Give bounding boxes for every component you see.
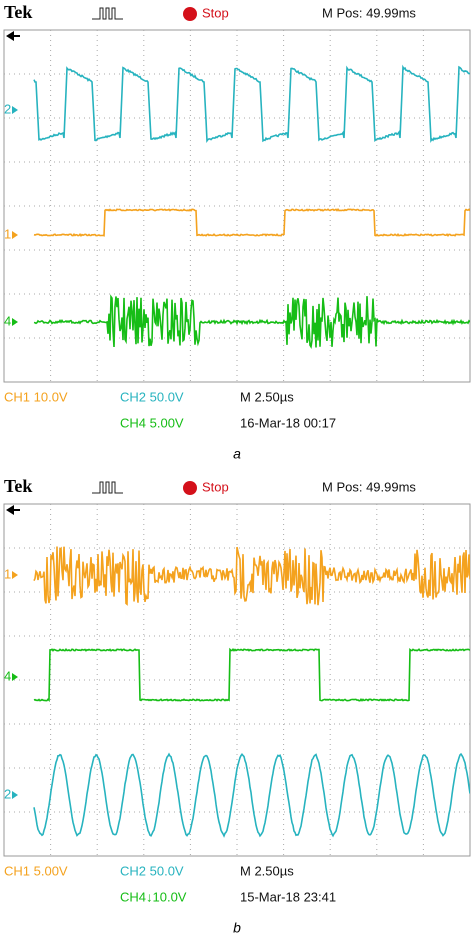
readout-ch4: CH4↓10.0V — [120, 889, 187, 904]
caption: a — [233, 446, 241, 462]
status: Stop — [202, 479, 229, 494]
readout-timebase: M 2.50µs — [240, 863, 294, 878]
readout-timestamp: 16-Mar-18 00:17 — [240, 415, 336, 430]
waveform — [33, 294, 470, 349]
stop-indicator — [183, 7, 197, 21]
channel-marker: 4 — [4, 313, 11, 328]
waveform — [33, 208, 470, 238]
readout-ch1: CH1 5.00V — [4, 863, 68, 878]
position: M Pos: 49.99ms — [322, 479, 416, 494]
waveform — [33, 647, 470, 702]
channel-marker: 2 — [4, 786, 11, 801]
waveform — [33, 752, 470, 838]
caption: b — [233, 920, 241, 936]
brand: Tek — [4, 476, 32, 496]
channel-marker: 2 — [4, 101, 11, 116]
traces — [33, 64, 470, 349]
channel-marker: 4 — [4, 668, 11, 683]
waveform — [33, 64, 470, 144]
marker-arrow — [12, 231, 18, 239]
status: Stop — [202, 5, 229, 20]
brand: Tek — [4, 2, 32, 22]
marker-arrow — [12, 791, 18, 799]
waveform — [33, 546, 470, 606]
channel-marker: 1 — [4, 566, 11, 581]
trigger-arrow — [6, 505, 20, 515]
readout-timestamp: 15-Mar-18 23:41 — [240, 889, 336, 904]
trigger-arrow — [6, 31, 20, 41]
marker-arrow — [12, 106, 18, 114]
position: M Pos: 49.99ms — [322, 5, 416, 20]
stop-indicator — [183, 481, 197, 495]
marker-arrow — [12, 571, 18, 579]
readout-timebase: M 2.50µs — [240, 389, 294, 404]
readout-ch4: CH4 5.00V — [120, 415, 184, 430]
channel-marker: 1 — [4, 226, 11, 241]
trigger-icon — [92, 481, 123, 494]
trigger-icon — [92, 7, 123, 20]
readout-ch1: CH1 10.0V — [4, 389, 68, 404]
marker-arrow — [12, 318, 18, 326]
traces — [33, 546, 470, 838]
readout-ch2: CH2 50.0V — [120, 389, 184, 404]
readout-ch2: CH2 50.0V — [120, 863, 184, 878]
marker-arrow — [12, 673, 18, 681]
